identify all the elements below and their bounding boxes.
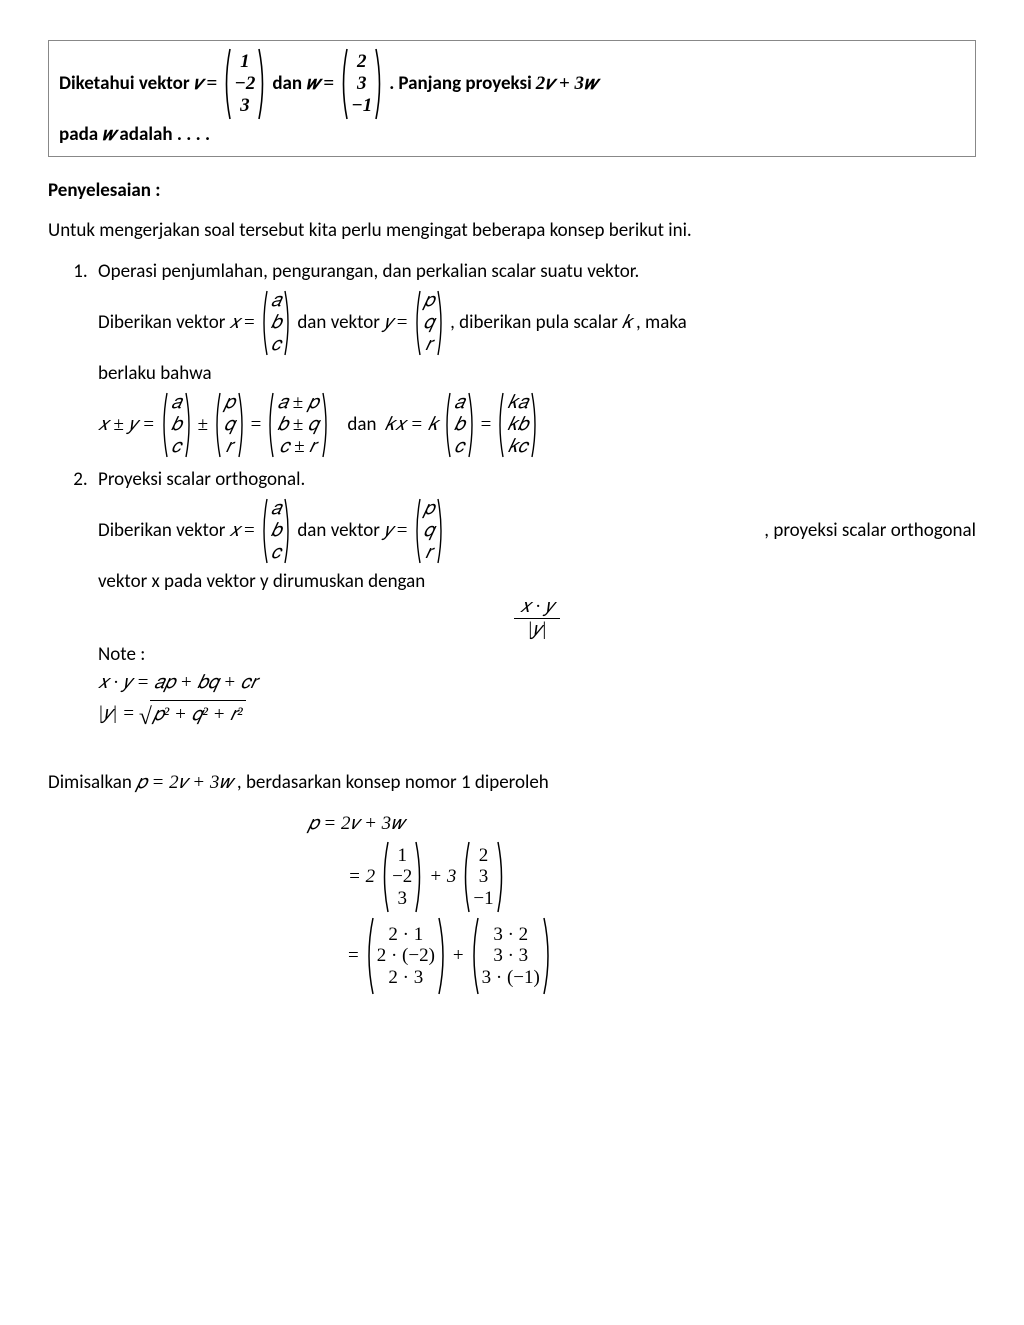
text-adalah: adalah . . . . [119,121,210,150]
calc1: 𝑝 = 2𝑣 + 3𝑤 [308,810,404,839]
calc-line-3: = 2 · 1 2 · (−2) 2 · 3 + 3 · 2 3 · 3 3 ·… [308,916,976,996]
vec-pqr-c2: 𝑝 𝑞 𝑟 [412,496,447,566]
c2-eq1: = [244,517,255,546]
c1-dan: dan [335,411,381,440]
eq-2: = [323,70,334,99]
vector-x-abc: 𝑎 𝑏 𝑐 [259,288,294,358]
c2-suffix: , proyeksi scalar orthogonal [764,517,976,546]
c1-lhs: 𝑥 ± 𝑦 = [98,411,155,440]
vector-v: 1 −2 3 [221,47,268,121]
sqrt-arg: 𝑝² + 𝑞² + 𝑟² [150,700,246,730]
problem-line-2: pada 𝑤 adalah . . . . [59,121,965,150]
c2-line2: vektor x pada vektor y dirumuskan dengan [98,568,976,597]
concept1-given: Diberikan vektor 𝑥 = 𝑎 𝑏 𝑐 dan vektor 𝑦 … [98,288,976,358]
text-period: . [389,70,394,99]
v-0: 1 [240,51,250,73]
calculation-block: 𝑝 = 2𝑣 + 3𝑤 = 2 1 −2 3 + 3 2 3 −1 = [308,810,976,997]
concept1-formula: 𝑥 ± 𝑦 = 𝑎 𝑏 𝑐 ± 𝑝 𝑞 𝑟 [98,390,976,460]
sym-w: 𝑤 [306,70,319,99]
vec-pqr-2: 𝑝 𝑞 𝑟 [212,390,247,460]
dim-eq: 𝑝 = 2𝑣 + 3𝑤 [136,772,232,793]
c1-eq2: = [397,309,408,338]
vec-sum: 𝑎 ± 𝑝 𝑏 ± 𝑞 𝑐 ± 𝑟 [265,390,330,460]
concept-1: Operasi penjumlahan, pengurangan, dan pe… [92,258,976,460]
text-diketahui: Diketahui vektor [59,70,190,99]
v-1: −2 [234,73,255,95]
calc2-mid: + 3 [429,863,456,892]
c2-y: 𝑦 [384,517,393,546]
concept1-title: Operasi penjumlahan, pengurangan, dan pe… [98,258,976,287]
dim-suffix: , berdasarkan konsep nomor 1 diperoleh [237,771,549,794]
calc3-b: 3 · 2 3 · 3 3 · (−1) [468,916,554,996]
magnitude-line: |𝑦| = √ 𝑝² + 𝑞² + 𝑟² [98,700,976,730]
calc-line-2: = 2 1 −2 3 + 3 2 3 −1 [308,840,976,914]
concept-2: Proyeksi scalar orthogonal. Diberikan ve… [92,466,976,730]
frac-den: |𝑦| [521,619,552,641]
intro-paragraph: Untuk mengerjakan soal tersebut kita per… [48,217,976,246]
c1-prefix: Diberikan vektor [98,309,225,338]
calc-line-1: 𝑝 = 2𝑣 + 3𝑤 [308,810,976,839]
vec-abc-2: 𝑎 𝑏 𝑐 [159,390,194,460]
c2-mid1: dan vektor [297,517,380,546]
vector-w: 2 3 −1 [338,47,385,121]
dim-prefix: Dimisalkan [48,771,136,794]
calc2-v: 1 −2 3 [379,840,425,914]
sqrt: √ 𝑝² + 𝑞² + 𝑟² [139,700,246,730]
paren-left-w [338,47,349,121]
dot-product: 𝑥 · 𝑦 = 𝑎𝑝 + 𝑏𝑞 + 𝑐𝑟 [98,669,976,698]
vector-y-pqr: 𝑝 𝑞 𝑟 [412,288,447,358]
paren-right-w [374,47,385,121]
c1-suffix: , diberikan pula scalar [450,309,618,338]
c1-end: , maka [636,309,687,338]
note-label: Note : [98,641,976,670]
c1-kx: 𝑘𝑥 = 𝑘 [385,411,438,440]
calc3-mid: + [453,942,464,971]
c1-x: 𝑥 [229,309,240,338]
text-dan: dan [272,70,302,99]
problem-line-1: Diketahui vektor 𝑣 = 1 −2 3 dan 𝑤 = 2 3 … [59,47,965,121]
concept-list: Operasi penjumlahan, pengurangan, dan pe… [48,258,976,730]
concept2-title: Proyeksi scalar orthogonal. [98,466,976,495]
paren-right [257,47,268,121]
c1-k: 𝑘 [622,309,632,338]
c1-eq3: = [251,411,262,440]
c1-mid1: dan vektor [297,309,380,338]
c2-eq2: = [397,517,408,546]
eq-1: = [207,70,218,99]
calc2-pre: = 2 [348,863,375,892]
calc3-pre: = [348,942,359,971]
calc2-w: 2 3 −1 [460,840,506,914]
c2-x: 𝑥 [229,517,240,546]
c1-y: 𝑦 [384,309,393,338]
paren-left [221,47,232,121]
dimisalkan-line: Dimisalkan 𝑝 = 2𝑣 + 3𝑤 , berdasarkan kon… [48,769,976,798]
mag-lhs: |𝑦| = [98,700,135,729]
expr-2v3w: 2𝑣 + 3𝑤 [536,70,598,99]
text-panjang: Panjang proyeksi [398,70,531,99]
solution-heading: Penyelesaian : [48,177,976,206]
sym-v: 𝑣 [194,70,203,99]
text-pada: pada [59,121,98,150]
c1-eq4: = [481,411,492,440]
w-0: 2 [357,51,367,73]
projection-formula: 𝑥 · 𝑦 |𝑦| [98,596,976,641]
concept2-given: Diberikan vektor 𝑥 = 𝑎 𝑏 𝑐 dan vektor 𝑦 … [98,496,976,566]
w-1: 3 [357,73,367,95]
w-2: −1 [351,95,372,117]
vec-abc-c2: 𝑎 𝑏 𝑐 [259,496,294,566]
c1-berlaku: berlaku bahwa [98,360,976,389]
v-2: 3 [240,95,250,117]
vec-kx: 𝑘𝑎 𝑘𝑏 𝑘𝑐 [495,390,540,460]
frac-num: 𝑥 · 𝑦 [514,596,560,618]
c2-prefix: Diberikan vektor [98,517,225,546]
c1-pm1: ± [198,411,208,440]
c1-eq1: = [244,309,255,338]
problem-box: Diketahui vektor 𝑣 = 1 −2 3 dan 𝑤 = 2 3 … [48,40,976,157]
calc3-a: 2 · 1 2 · (−2) 2 · 3 [363,916,449,996]
sym-w2: 𝑤 [102,121,115,150]
vec-abc-3: 𝑎 𝑏 𝑐 [442,390,477,460]
